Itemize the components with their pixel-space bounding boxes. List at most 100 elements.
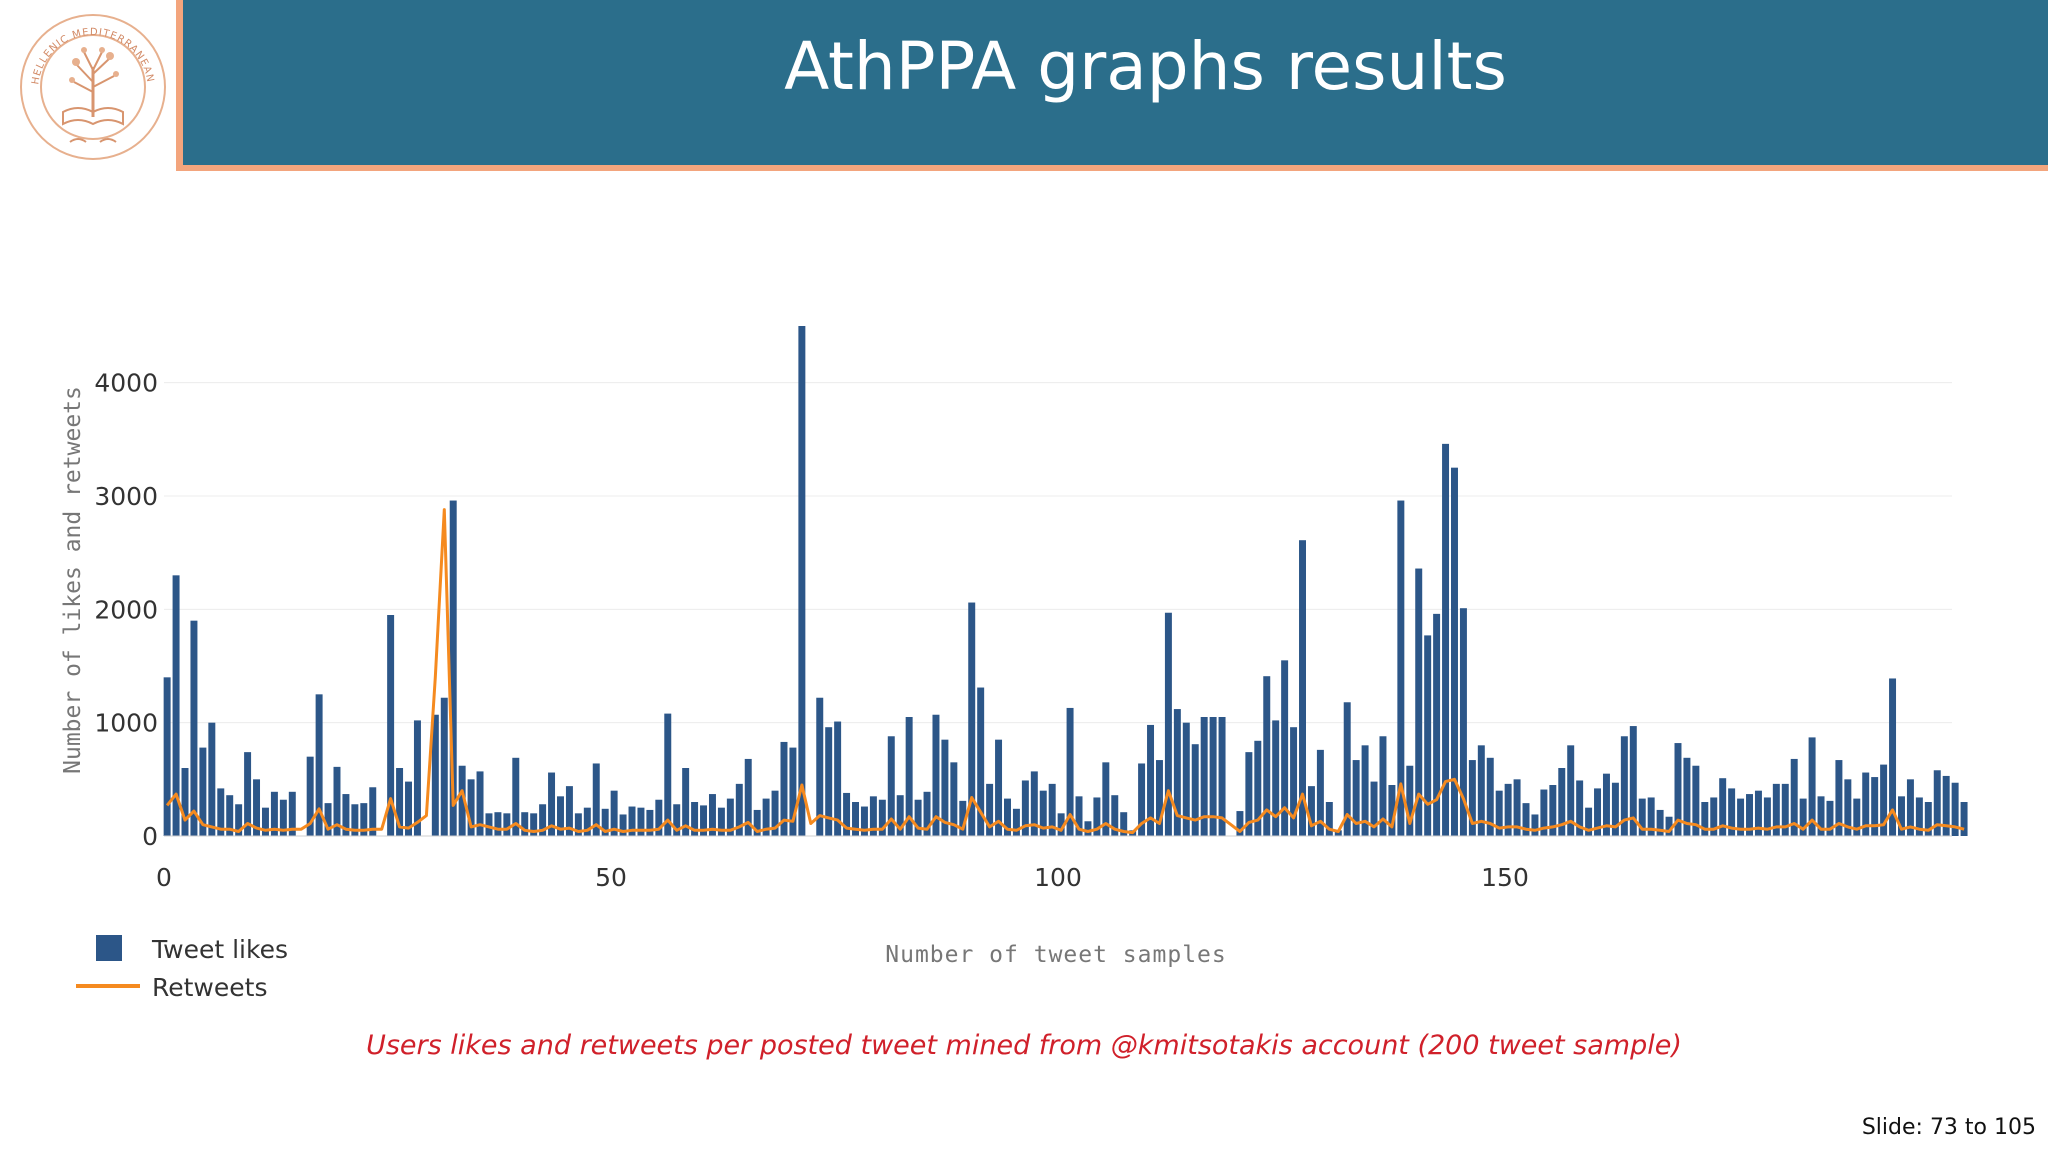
likes-bar [1468,760,1476,836]
likes-bar [646,809,654,836]
likes-bar [1200,717,1208,836]
likes-bar [521,812,529,836]
likes-bar [1737,798,1745,836]
likes-bar [1486,757,1494,836]
likes-bar [1853,798,1861,836]
x-tick-label: 0 [156,863,172,892]
likes-bar [1790,758,1798,836]
likes-bar [208,722,216,836]
likes-bar [467,779,475,836]
likes-bar [1754,790,1762,836]
likes-bar [1155,760,1163,836]
legend-likes-label: Tweet likes [151,935,288,964]
likes-bar [1844,779,1852,836]
likes-bar [1719,778,1727,836]
likes-bar [1871,777,1879,836]
likes-bar [1513,779,1521,836]
likes-bar [557,796,564,836]
likes-bar [1710,797,1718,836]
likes-bar [1898,796,1905,836]
y-axis-title: Number of likes and retweets [60,386,86,774]
likes-bar [691,802,699,836]
likes-bar [1343,702,1351,836]
likes-bar [1835,760,1843,836]
likes-bar [1549,785,1557,836]
likes-bar [959,800,967,836]
likes-bar [1164,612,1172,836]
likes-bar [1004,798,1011,836]
likes-bar [905,717,913,836]
likes-bar [485,813,493,836]
likes-bar [1263,676,1271,836]
likes-bar [574,813,582,836]
likes-bar [1307,786,1315,836]
likes-bar [1048,783,1056,836]
likes-bar [1620,736,1628,836]
likes-bar [610,790,618,836]
likes-bar [1763,797,1771,836]
likes-bar [1021,780,1029,836]
likes-bar [1933,770,1941,836]
legend-retweets-label: Retweets [152,973,267,1002]
likes-bar [270,791,278,836]
likes-bar [1746,794,1753,836]
likes-bar [458,765,466,836]
likes-bar [1209,717,1217,836]
likes-bar [1594,788,1602,836]
likes-bar [789,747,797,836]
likes-bar [1611,782,1619,836]
likes-bar [1808,737,1816,836]
likes-bar [1906,779,1914,836]
likes-bar [968,602,976,836]
likes-bar [717,807,725,836]
likes-bar [1459,608,1467,836]
university-logo: HELLENIC MEDITERRANEAN UNIVERSITY [0,0,183,171]
likes-bar [1558,768,1566,836]
likes-bar [700,805,708,836]
x-tick-label: 100 [1034,863,1082,892]
likes-bar [914,799,922,836]
likes-bar [1728,788,1736,836]
likes-bar [887,736,895,836]
legend-likes-swatch [96,935,122,961]
slide-number: Slide: 73 to 105 [1861,1115,2036,1140]
likes-bar [726,798,734,836]
likes-bar [1388,785,1396,836]
likes-retweets-chart: 0 1000 2000 3000 4000 0 50 100 150 Number of twee… [60,326,1968,1002]
likes-bar [1424,635,1432,836]
likes-bar [306,756,314,836]
likes-bar [1576,780,1584,836]
likes-bar [1638,798,1646,836]
likes-bar [324,803,332,836]
likes-bar [1522,803,1530,836]
likes-bar [163,677,171,836]
y-tick-label: 0 [142,822,158,851]
likes-bar [253,779,261,836]
likes-bar [601,808,609,836]
likes-bar [1951,782,1959,836]
likes-bar [1102,762,1110,836]
likes-bar [673,804,681,836]
likes-bar [1057,813,1065,836]
likes-bar [1325,802,1333,836]
likes-bar [369,787,377,836]
likes-bar [1075,796,1083,836]
likes-bar [1138,763,1146,836]
likes-bar [1826,800,1834,836]
likes-bar [1495,790,1503,836]
likes-bar [476,771,484,836]
likes-bar [190,620,198,836]
likes-bar [1540,789,1548,836]
likes-bar [816,697,824,836]
likes-bar [548,772,556,836]
likes-bar [261,807,269,836]
likes-bar [1066,707,1074,836]
likes-bar [1799,798,1807,836]
likes-bar [1656,809,1664,836]
likes-bar [1245,752,1253,836]
likes-bar [279,799,287,836]
likes-bar [843,792,851,836]
likes-bar [1352,760,1360,836]
likes-bar [1182,722,1190,836]
likes-bar [1173,709,1181,836]
